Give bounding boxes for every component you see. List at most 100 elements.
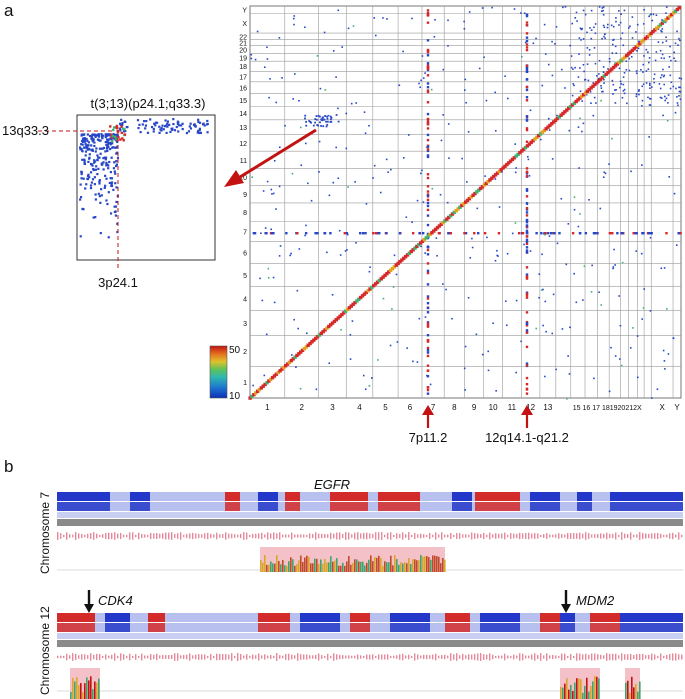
inset-contact-cell — [100, 194, 103, 197]
track-segment — [475, 492, 520, 501]
contact-cell — [418, 317, 421, 320]
inset-contact-cell — [82, 139, 85, 142]
diagonal-cell — [269, 377, 273, 382]
diagonal-cell — [306, 343, 310, 347]
contact-cell — [673, 192, 676, 195]
inset-contact-cell — [201, 123, 205, 126]
amplified-bar — [584, 685, 586, 699]
contact-cell — [514, 222, 517, 224]
track-segment — [390, 613, 430, 622]
contact-cell — [581, 130, 583, 133]
coverage-tick — [522, 533, 524, 539]
diagonal-cell — [381, 275, 385, 279]
contact-cell — [552, 293, 555, 296]
coverage-tick — [630, 653, 632, 661]
translocation-cell — [325, 120, 328, 123]
inset-contact-cell — [104, 136, 107, 139]
amplification-cell — [525, 242, 529, 246]
inset-contact-cell — [112, 167, 116, 170]
translocation-cell — [316, 124, 319, 126]
inset-contact-cell — [105, 164, 108, 167]
amplification-cell — [677, 232, 680, 235]
coverage-tick — [456, 653, 458, 661]
contact-cell — [645, 48, 648, 51]
inset-contact-cell — [97, 135, 101, 138]
coverage-tick — [414, 653, 416, 661]
diagonal-cell — [589, 86, 593, 90]
contact-cell — [668, 66, 671, 68]
contact-cell — [266, 46, 268, 49]
contact-cell — [271, 193, 273, 195]
y-tick-label: 4 — [243, 296, 247, 303]
coverage-tick — [273, 532, 275, 540]
track-segment — [620, 613, 683, 622]
coverage-tick — [183, 654, 185, 660]
inset-contact-cell — [165, 131, 168, 135]
contact-cell — [392, 286, 395, 288]
coverage-tick — [570, 653, 572, 661]
inset-contact-cell — [95, 134, 98, 137]
contact-cell — [645, 70, 648, 72]
amplified-bar — [398, 564, 400, 572]
contact-cell — [532, 42, 535, 45]
coverage-tick — [129, 532, 131, 540]
contact-cell — [487, 350, 490, 353]
amplification-cell — [525, 14, 529, 18]
inset-contact-cell — [84, 137, 88, 141]
track-segment — [258, 502, 278, 511]
contact-cell — [278, 146, 281, 149]
amplification-cell — [647, 232, 651, 235]
coverage-tick — [570, 533, 572, 539]
inset-contact-cell — [181, 122, 184, 125]
coverage-tick — [546, 653, 548, 661]
coverage-tick — [603, 655, 605, 659]
contact-cell — [328, 194, 331, 197]
amplification-cell — [418, 232, 421, 235]
coverage-tick — [411, 534, 413, 538]
diagonal-cell — [300, 348, 305, 353]
amplified-bar — [290, 557, 292, 572]
coverage-tick — [57, 655, 59, 659]
amplification-cell — [525, 246, 529, 249]
diagonal-cell — [370, 285, 374, 290]
inset-contact-cell — [99, 139, 102, 142]
contact-cell — [675, 87, 677, 90]
amplification-cell — [426, 348, 430, 352]
amplified-bar — [631, 676, 633, 699]
amplified-bar — [402, 563, 404, 572]
diagonal-cell — [553, 118, 558, 122]
amplification-cell — [525, 266, 529, 269]
contact-cell — [608, 57, 611, 60]
contact-cell — [578, 37, 581, 39]
contact-cell — [492, 322, 494, 325]
amplification-cell — [593, 232, 597, 235]
coverage-tick — [381, 654, 383, 660]
coverage-tick — [81, 533, 83, 539]
contact-cell — [631, 37, 634, 39]
inset-contact-cell — [90, 144, 93, 147]
translocation-cell — [325, 125, 328, 128]
coverage-tick — [159, 655, 161, 659]
coverage-tick — [270, 654, 272, 660]
track-segment — [610, 502, 683, 511]
coverage-tick — [297, 534, 299, 538]
amplification-cell — [525, 331, 529, 334]
contact-cell — [622, 83, 625, 86]
heatmap-tick-labels: 1 2 3 4 5 6 7 8 9 10 11 12 13 X Y15 16 17 181920212X12… — [239, 8, 680, 412]
amplified-bar — [598, 678, 600, 699]
diagonal-cell — [394, 263, 398, 267]
diagonal-cell — [527, 142, 532, 146]
contact-cell — [611, 79, 614, 82]
inset-contact-cell — [198, 127, 201, 130]
coverage-tick — [396, 533, 398, 539]
coverage-tick — [306, 654, 308, 660]
coverage-tick — [606, 532, 608, 540]
coverage-tick — [210, 533, 212, 539]
diagonal-cell — [289, 358, 294, 363]
coverage-tick — [234, 655, 236, 659]
coverage-tick — [276, 653, 278, 661]
inset-contact-cell — [94, 198, 97, 201]
track-segment — [480, 613, 520, 622]
track-segment — [57, 613, 95, 622]
inset-contact-cell — [97, 156, 100, 159]
